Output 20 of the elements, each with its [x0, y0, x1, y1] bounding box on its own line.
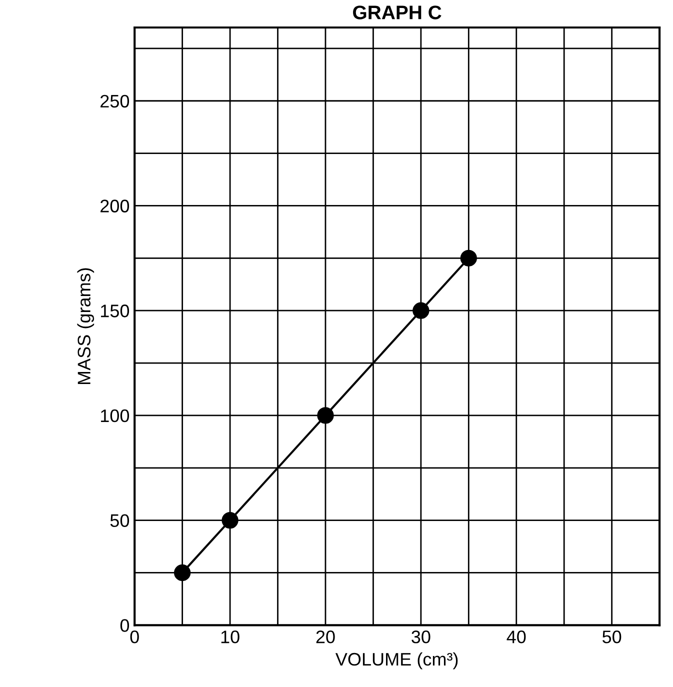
x-tick-label: 40 [506, 630, 526, 644]
y-tick-label: 150 [100, 304, 130, 318]
point [460, 250, 477, 266]
y-tick-label: 0 [120, 619, 130, 632]
point [174, 564, 191, 582]
y-axis-title: MASS (grams) [77, 268, 94, 384]
x-tick-label: 20 [316, 630, 335, 644]
y-tick-label: 200 [100, 200, 130, 212]
point [317, 407, 334, 424]
point [412, 302, 430, 319]
y-tick-label: 50 [110, 514, 130, 528]
point [222, 512, 238, 529]
y-tick-label: 100 [100, 409, 130, 422]
x-tick-label: 10 [221, 630, 240, 644]
x-axis-title: VOLUME (cm³) [335, 652, 458, 670]
x-tick-label: 30 [412, 630, 430, 644]
x-tick-label: 50 [602, 630, 622, 644]
chart-title: GRAPH C [353, 6, 442, 20]
x-tick-label: 0 [130, 630, 139, 644]
y-tick-label: 250 [100, 94, 130, 108]
